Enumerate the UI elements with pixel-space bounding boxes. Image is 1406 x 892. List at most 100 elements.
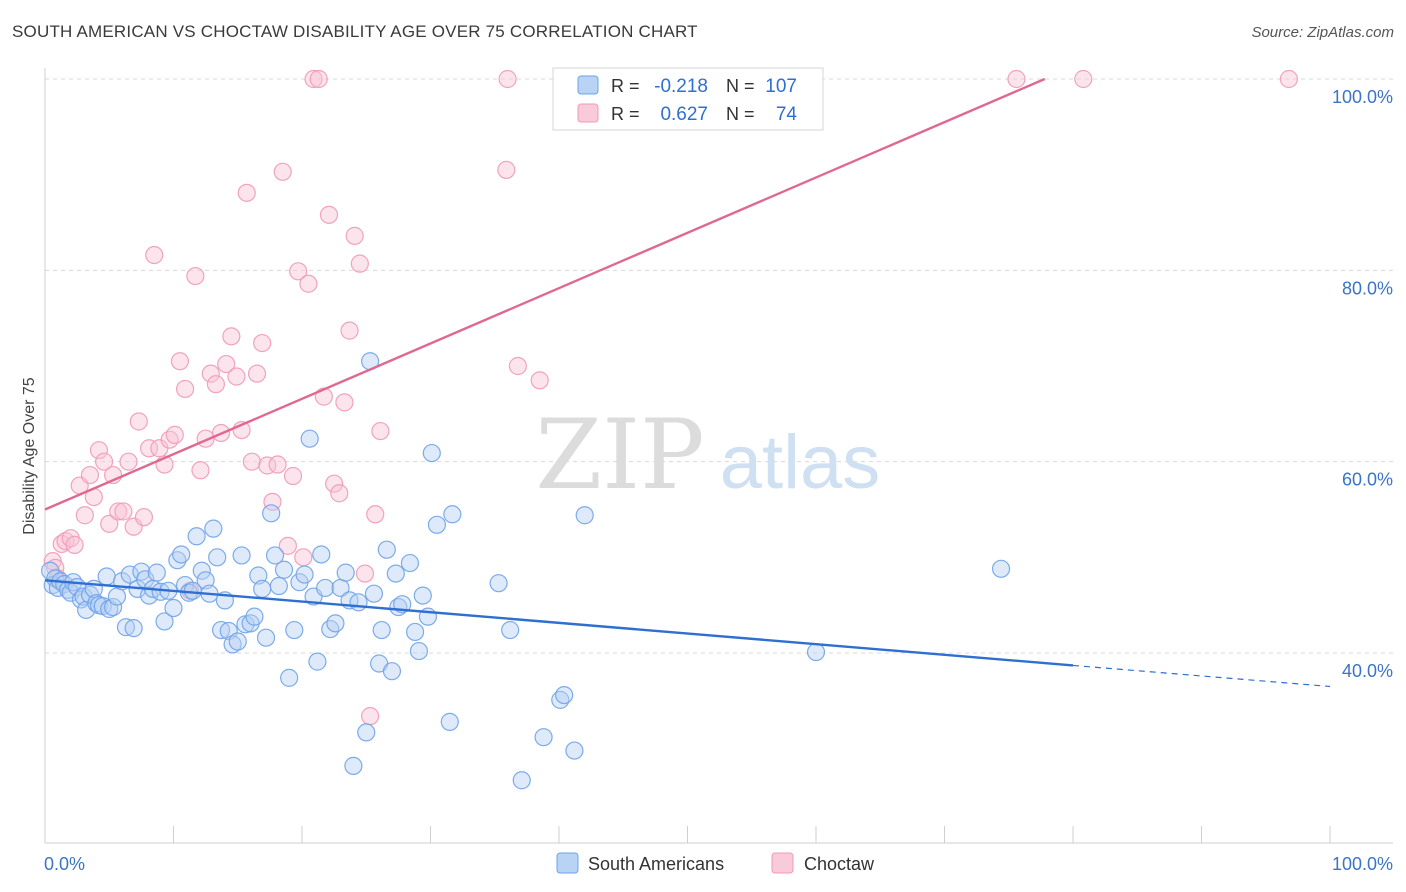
data-point bbox=[204, 519, 223, 538]
data-point bbox=[104, 597, 123, 617]
data-point bbox=[382, 662, 402, 681]
data-point bbox=[89, 441, 109, 460]
data-point bbox=[283, 466, 303, 486]
data-point bbox=[206, 375, 226, 394]
data-point bbox=[565, 741, 584, 760]
bottom-legend-swatch-blue bbox=[556, 852, 579, 874]
data-point bbox=[280, 668, 299, 687]
data-point bbox=[1279, 69, 1298, 89]
data-point bbox=[217, 354, 236, 374]
data-point bbox=[319, 205, 339, 224]
legend-r-label-pink: R = bbox=[611, 104, 640, 124]
data-point bbox=[325, 474, 344, 493]
data-point bbox=[508, 356, 527, 376]
data-point bbox=[97, 567, 116, 586]
data-point bbox=[285, 620, 304, 640]
x-tick-label: 100.0% bbox=[1332, 854, 1393, 874]
data-point bbox=[336, 563, 355, 582]
data-point bbox=[372, 620, 391, 640]
data-point bbox=[512, 771, 531, 790]
data-point bbox=[232, 546, 251, 565]
data-point bbox=[263, 492, 282, 511]
y-tick-label: 80.0% bbox=[1342, 278, 1393, 298]
data-point bbox=[366, 505, 385, 524]
trendline-south-americans bbox=[44, 579, 1074, 667]
data-point bbox=[95, 452, 114, 471]
data-point bbox=[155, 612, 174, 631]
data-point bbox=[361, 707, 380, 726]
bottom-legend: South Americans Choctaw bbox=[556, 852, 875, 874]
data-point bbox=[273, 162, 292, 181]
axes bbox=[44, 68, 1393, 844]
data-point bbox=[107, 587, 127, 606]
data-point bbox=[187, 527, 206, 546]
data-point bbox=[312, 545, 331, 564]
data-point bbox=[253, 579, 272, 599]
data-point bbox=[274, 560, 294, 579]
data-point bbox=[211, 620, 231, 640]
data-point bbox=[172, 545, 191, 564]
data-point bbox=[309, 69, 328, 89]
data-point bbox=[114, 502, 133, 521]
data-point bbox=[386, 564, 405, 583]
data-point bbox=[501, 620, 520, 640]
y-tick-label: 60.0% bbox=[1342, 470, 1393, 490]
data-point bbox=[371, 421, 390, 441]
data-point bbox=[164, 598, 183, 618]
legend-n-value-pink: 74 bbox=[776, 104, 798, 125]
data-point bbox=[192, 561, 211, 580]
data-point bbox=[299, 274, 318, 293]
data-point bbox=[219, 621, 238, 641]
data-point bbox=[245, 607, 264, 626]
data-point bbox=[165, 425, 184, 444]
data-point bbox=[201, 364, 220, 383]
data-point bbox=[119, 452, 138, 471]
data-point bbox=[237, 183, 256, 202]
data-point bbox=[147, 563, 166, 582]
data-point bbox=[247, 364, 267, 383]
trendlines bbox=[44, 77, 1331, 688]
data-point bbox=[269, 576, 288, 596]
watermark: ZIP atlas bbox=[535, 399, 880, 511]
data-point bbox=[268, 455, 287, 474]
data-point bbox=[1007, 69, 1026, 89]
legend-r-label-blue: R = bbox=[611, 76, 640, 96]
x-tick-label: 0.0% bbox=[44, 854, 85, 874]
data-point bbox=[534, 728, 553, 747]
data-point bbox=[295, 565, 314, 584]
data-point bbox=[56, 531, 75, 551]
data-point bbox=[409, 641, 429, 661]
data-point bbox=[335, 393, 354, 412]
data-point bbox=[139, 439, 159, 458]
data-point bbox=[170, 352, 190, 371]
legend-r-value-blue: -0.218 bbox=[654, 76, 708, 97]
data-point bbox=[1074, 69, 1093, 89]
tick-labels: 40.0% 60.0% 80.0% 100.0% 0.0% 100.0% bbox=[44, 87, 1393, 874]
data-point bbox=[349, 593, 368, 612]
data-point bbox=[227, 367, 246, 386]
data-point bbox=[191, 461, 210, 480]
bottom-legend-label-pink: Choctaw bbox=[804, 854, 875, 874]
data-point bbox=[223, 635, 242, 654]
data-point bbox=[498, 69, 517, 89]
data-point bbox=[991, 559, 1011, 578]
data-point bbox=[145, 245, 164, 265]
data-point bbox=[489, 574, 508, 593]
data-point bbox=[364, 584, 384, 603]
trendline-choctaw bbox=[44, 77, 1046, 511]
data-point bbox=[340, 321, 359, 340]
data-point bbox=[196, 571, 215, 590]
gridlines bbox=[45, 78, 1393, 654]
data-point bbox=[308, 652, 327, 671]
data-point bbox=[116, 618, 136, 637]
data-point bbox=[530, 371, 549, 390]
data-point bbox=[75, 506, 94, 525]
y-tick-label: 40.0% bbox=[1342, 661, 1393, 681]
chart-title: SOUTH AMERICAN VS CHOCTAW DISABILITY AGE… bbox=[12, 22, 698, 41]
trendline-south-americans-extension bbox=[1072, 664, 1331, 688]
data-point bbox=[555, 685, 574, 705]
data-point bbox=[344, 756, 363, 775]
data-point bbox=[321, 619, 340, 639]
data-point bbox=[186, 266, 205, 286]
